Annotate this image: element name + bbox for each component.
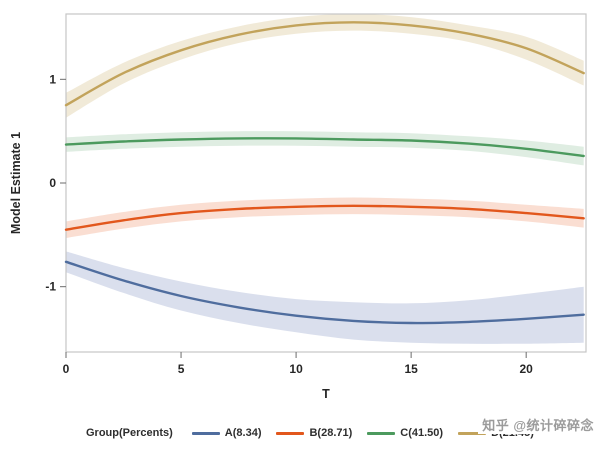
legend-item: B(28.71): [276, 427, 352, 439]
series-line: [64, 204, 585, 231]
y-tick-label: -1: [45, 280, 56, 294]
y-tick-label: 1: [49, 72, 56, 86]
x-tick-label: 15: [404, 362, 418, 376]
legend-item-label: A(8.34): [224, 427, 262, 439]
legend-line-swatch: [458, 431, 487, 435]
legend-title: Group(Percents): [86, 427, 173, 439]
series-line: [64, 21, 585, 107]
x-tick-label: 0: [63, 362, 70, 376]
watermark: 知乎 @统计碎碎念: [478, 415, 594, 434]
x-axis-label: T: [322, 387, 330, 401]
confidence-band: [66, 251, 584, 344]
y-axis-label: Model Estimate 1: [9, 132, 23, 234]
x-tick-label: 20: [519, 362, 533, 376]
legend-item: C(41.50): [367, 427, 443, 439]
legend-line-swatch: [191, 431, 220, 435]
x-tick-label: 10: [289, 362, 303, 376]
confidence-band: [66, 14, 584, 118]
series-line: [64, 137, 585, 158]
legend-line-swatch: [276, 431, 305, 435]
series-line: [64, 260, 585, 325]
y-tick-label: 0: [49, 176, 56, 190]
legend-item-label: C(41.50): [400, 427, 444, 439]
confidence-band: [66, 131, 584, 166]
legend-line-swatch: [367, 431, 396, 435]
legend-item: A(8.34): [191, 427, 262, 439]
legend-item-label: B(28.71): [309, 427, 353, 439]
x-tick-label: 5: [178, 362, 185, 376]
